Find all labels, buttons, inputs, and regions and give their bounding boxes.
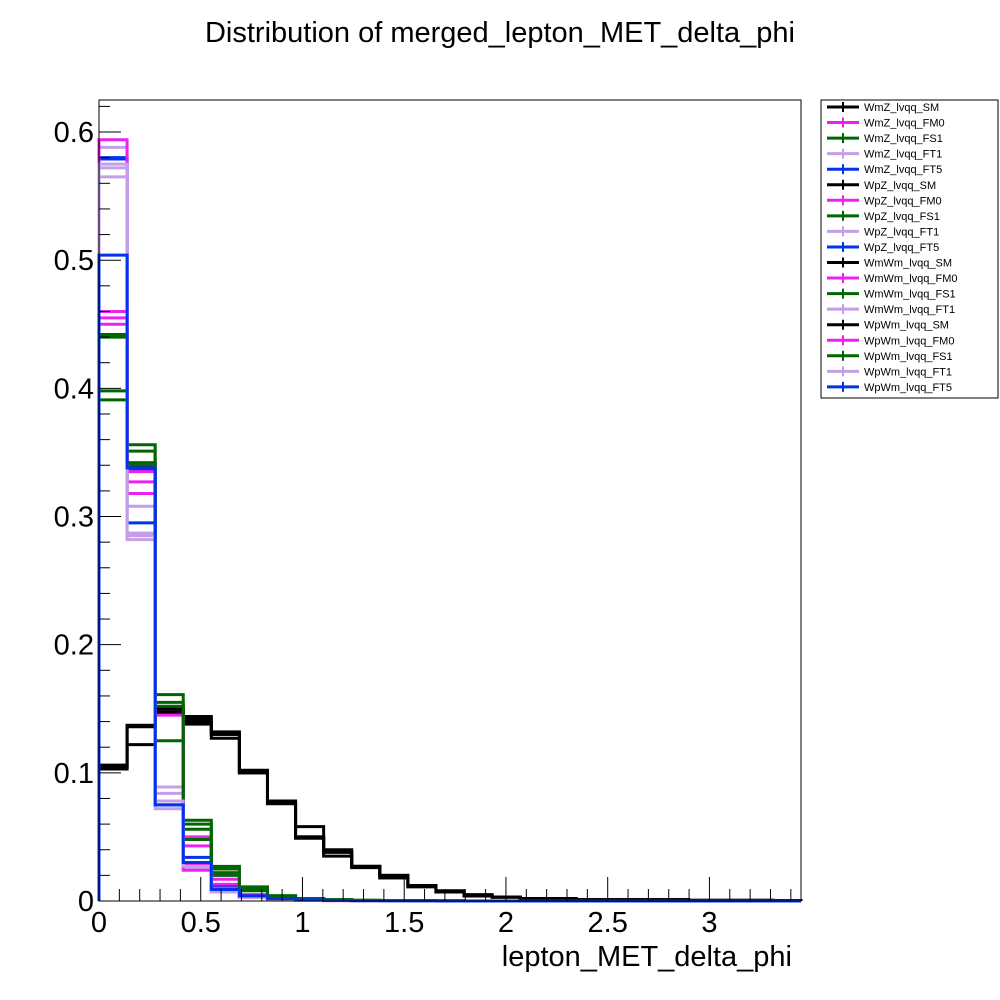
legend-entry-wmwm-lvqq-ft1: WmWm_lvqq_FT1 [827, 304, 955, 316]
legend-entry-wmwm-lvqq-sm: WmWm_lvqq_SM [827, 257, 952, 270]
x-tick-label: 1 [294, 907, 310, 939]
legend-label: WpZ_lvqq_FT1 [864, 226, 939, 238]
legend [820, 99, 999, 399]
legend-label: WmWm_lvqq_FT1 [864, 304, 955, 316]
legend-entry-wpwm-lvqq-ft1: WpWm_lvqq_FT1 [827, 366, 952, 378]
legend-entry-wmwm-lvqq-fm0: WmWm_lvqq_FM0 [827, 273, 958, 285]
legend-entry-wmz-lvqq-sm: WmZ_lvqq_SM [827, 102, 939, 114]
x-tick-label: 2.5 [588, 907, 628, 939]
legend-label: WmZ_lvqq_FS1 [864, 133, 943, 145]
legend-entries: WmZ_lvqq_SM WmZ_lvqq_FM0 WmZ_lvqq_FS1 WmZ_l… [827, 102, 958, 394]
x-axis-label: lepton_MET_delta_phi [502, 941, 792, 973]
legend-entry-wpz-lvqq-ft1: WpZ_lvqq_FT1 [827, 226, 939, 238]
legend-label: WpZ_lvqq_FS1 [864, 211, 940, 223]
legend-entry-wpz-lvqq-ft5: WpZ_lvqq_FT5 [827, 241, 939, 254]
y-tick-label: 0.2 [54, 630, 94, 662]
x-tick-label: 0 [91, 907, 107, 939]
legend-label: WmZ_lvqq_FT5 [864, 164, 942, 176]
x-tick-label: 0.5 [181, 907, 221, 939]
legend-label: WpZ_lvqq_SM [864, 180, 936, 192]
legend-entry-wmz-lvqq-fm0: WmZ_lvqq_FM0 [827, 117, 945, 130]
legend-entry-wmz-lvqq-fs1: WmZ_lvqq_FS1 [827, 133, 943, 145]
legend-entry-wpwm-lvqq-ft5: WpWm_lvqq_FT5 [827, 381, 952, 394]
legend-label: WpWm_lvqq_SM [864, 320, 949, 332]
y-tick-label: 0.1 [54, 758, 94, 790]
legend-entry-wpwm-lvqq-sm: WpWm_lvqq_SM [827, 319, 949, 332]
legend-label: WpZ_lvqq_FT5 [864, 242, 939, 254]
y-tick-label: 0.4 [54, 373, 94, 405]
y-tick-label: 0.5 [54, 245, 94, 277]
legend-label: WmZ_lvqq_FM0 [864, 118, 945, 130]
legend-label: WpZ_lvqq_FM0 [864, 195, 942, 207]
legend-entry-wpwm-lvqq-fm0: WpWm_lvqq_FM0 [827, 335, 954, 347]
legend-label: WmWm_lvqq_FS1 [864, 289, 956, 301]
legend-label: WpWm_lvqq_FT1 [864, 366, 952, 378]
y-tick-label: 0.3 [54, 502, 94, 534]
legend-label: WmWm_lvqq_SM [864, 258, 952, 270]
legend-entry-wmz-lvqq-ft5: WmZ_lvqq_FT5 [827, 164, 942, 176]
y-tick-label: 0.6 [54, 117, 94, 149]
x-tick-label: 1.5 [384, 907, 424, 939]
legend-label: WmZ_lvqq_SM [864, 102, 939, 114]
legend-entry-wpz-lvqq-fs1: WpZ_lvqq_FS1 [827, 210, 940, 223]
x-tick-label: 3 [701, 907, 717, 939]
legend-entry-wmz-lvqq-ft1: WmZ_lvqq_FT1 [827, 148, 942, 161]
legend-label: WpWm_lvqq_FT5 [864, 382, 952, 394]
legend-label: WpWm_lvqq_FM0 [864, 335, 954, 347]
legend-entry-wpwm-lvqq-fs1: WpWm_lvqq_FS1 [827, 350, 953, 363]
x-tick-label: 2 [498, 907, 514, 939]
legend-label: WmZ_lvqq_FT1 [864, 149, 942, 161]
plot-frame [98, 99, 802, 902]
legend-label: WmWm_lvqq_FM0 [864, 273, 958, 285]
legend-label: WpWm_lvqq_FS1 [864, 351, 953, 363]
legend-entry-wpz-lvqq-sm: WpZ_lvqq_SM [827, 179, 936, 192]
chart-title: Distribution of merged_lepton_MET_delta_… [205, 17, 795, 49]
legend-entry-wpz-lvqq-fm0: WpZ_lvqq_FM0 [827, 195, 942, 207]
axes-layer: 0 0.5 1 1.5 2 2.5 3 0 0.1 0.2 0.3 0.4 0.5 0.6 [54, 105, 792, 939]
legend-entry-wmwm-lvqq-fs1: WmWm_lvqq_FS1 [827, 288, 956, 301]
y-tick-label: 0 [78, 886, 94, 918]
